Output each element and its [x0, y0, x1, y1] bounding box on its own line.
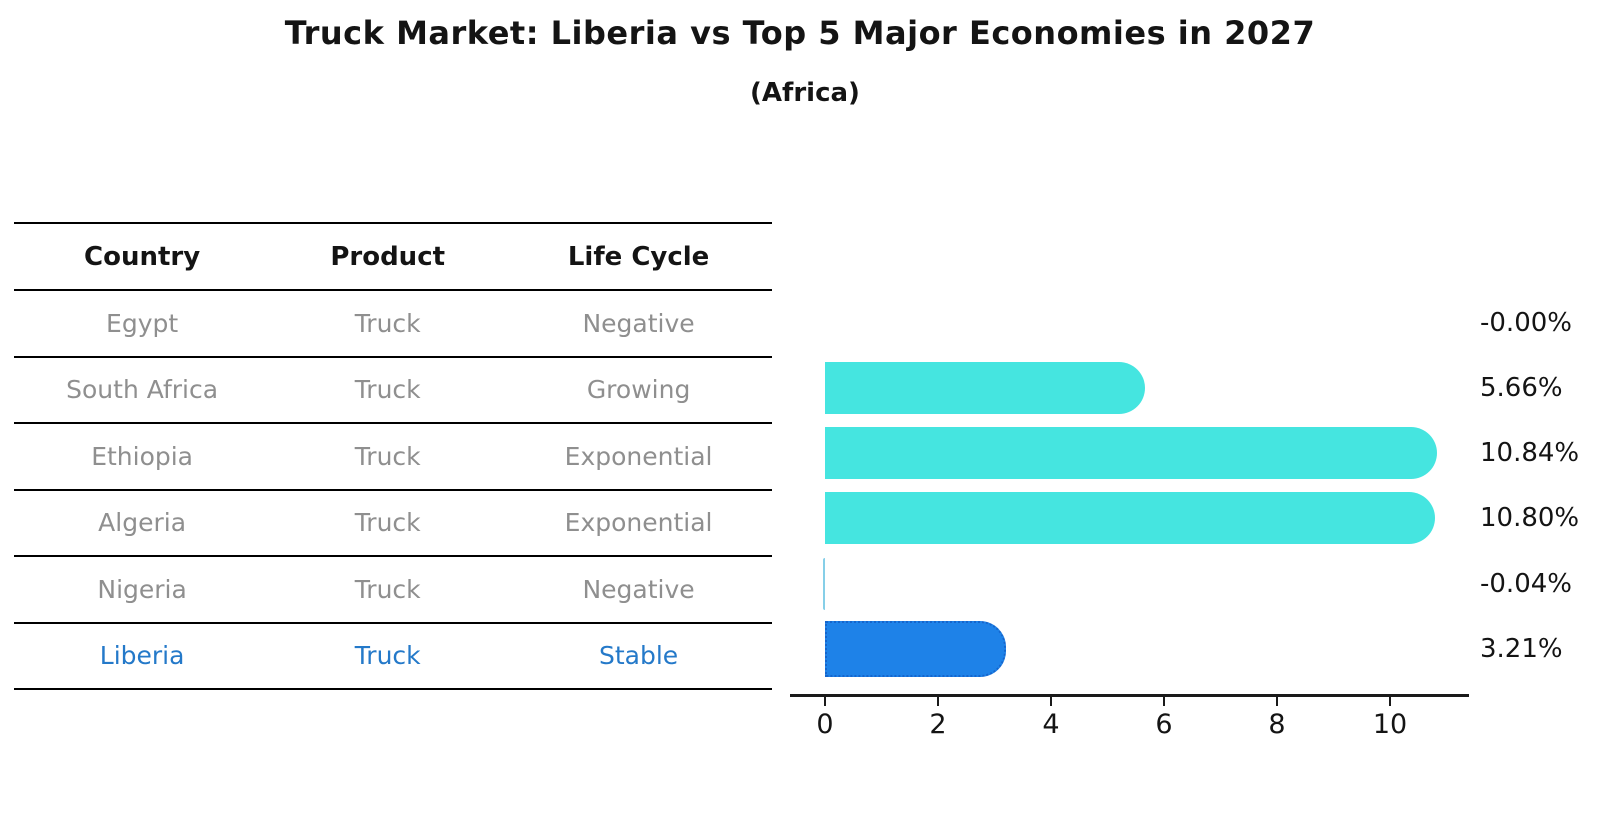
table-row-south-africa: South Africa Truck Growing	[14, 358, 772, 424]
x-axis-tick	[1163, 696, 1165, 706]
cell-lifecycle: Negative	[582, 574, 695, 604]
table-row-ethiopia: Ethiopia Truck Exponential	[14, 424, 772, 491]
cell-lifecycle: Growing	[586, 375, 691, 405]
table-row-egypt: Egypt Truck Negative	[14, 291, 772, 358]
table-row-liberia: Liberia Truck Stable	[14, 624, 772, 690]
table-row-algeria: Algeria Truck Exponential	[14, 491, 772, 557]
value-label-ethiopia: 10.84%	[1480, 438, 1580, 469]
x-axis-tick-label: 4	[1042, 709, 1060, 740]
value-label-nigeria: -0.04%	[1480, 568, 1572, 599]
bar-south-africa	[825, 361, 1145, 414]
value-label-algeria: 10.80%	[1480, 503, 1580, 534]
cell-country: Ethiopia	[91, 441, 194, 471]
x-axis-tick	[1050, 696, 1052, 706]
x-axis-tick-label: 8	[1268, 709, 1286, 740]
bar-nigeria	[822, 557, 825, 610]
cell-lifecycle: Stable	[598, 641, 679, 671]
cell-product: Truck	[354, 375, 421, 405]
cell-product: Truck	[354, 308, 421, 338]
x-axis-tick-label: 2	[929, 709, 947, 740]
cell-country: Nigeria	[97, 574, 187, 604]
x-axis-tick	[1276, 696, 1278, 706]
x-axis-tick-label: 6	[1155, 709, 1173, 740]
page-title: Truck Market: Liberia vs Top 5 Major Eco…	[284, 14, 1316, 52]
x-axis-tick	[1389, 696, 1391, 706]
bar-liberia	[825, 621, 1007, 677]
table-row-nigeria: Nigeria Truck Negative	[14, 557, 772, 624]
table-header-row: Country Product Life Cycle	[14, 222, 772, 291]
cell-country: South Africa	[66, 375, 219, 405]
cell-country: Liberia	[99, 641, 185, 671]
x-axis-tick	[824, 696, 826, 706]
cell-lifecycle: Exponential	[564, 441, 713, 471]
bar-ethiopia	[825, 427, 1438, 480]
x-axis-tick	[937, 696, 939, 706]
cell-lifecycle: Exponential	[564, 508, 713, 538]
cell-country: Egypt	[106, 308, 179, 338]
cell-country: Algeria	[98, 508, 187, 538]
cell-product: Truck	[354, 441, 421, 471]
value-label-liberia: 3.21%	[1480, 634, 1563, 664]
header-cell-life-cycle: Life Cycle	[567, 241, 710, 272]
bar-algeria	[825, 492, 1436, 545]
header-cell-product: Product	[330, 241, 446, 272]
x-axis-line	[790, 694, 1469, 697]
cell-lifecycle: Negative	[582, 308, 695, 338]
page-subtitle: (Africa)	[750, 78, 860, 108]
x-axis-tick-label: 10	[1372, 709, 1408, 740]
value-label-south-africa: 5.66%	[1480, 372, 1563, 403]
value-label-egypt: -0.00%	[1480, 307, 1572, 338]
header-cell-country: Country	[84, 241, 201, 272]
comparison-table: Country Product Life Cycle Egypt Truck Negat…	[14, 222, 772, 690]
cell-product: Truck	[354, 641, 421, 671]
table-body: Egypt Truck Negative South Africa Truck Growi…	[14, 291, 772, 690]
cell-product: Truck	[354, 508, 421, 538]
x-axis-tick-label: 0	[816, 709, 834, 740]
cell-product: Truck	[354, 574, 421, 604]
